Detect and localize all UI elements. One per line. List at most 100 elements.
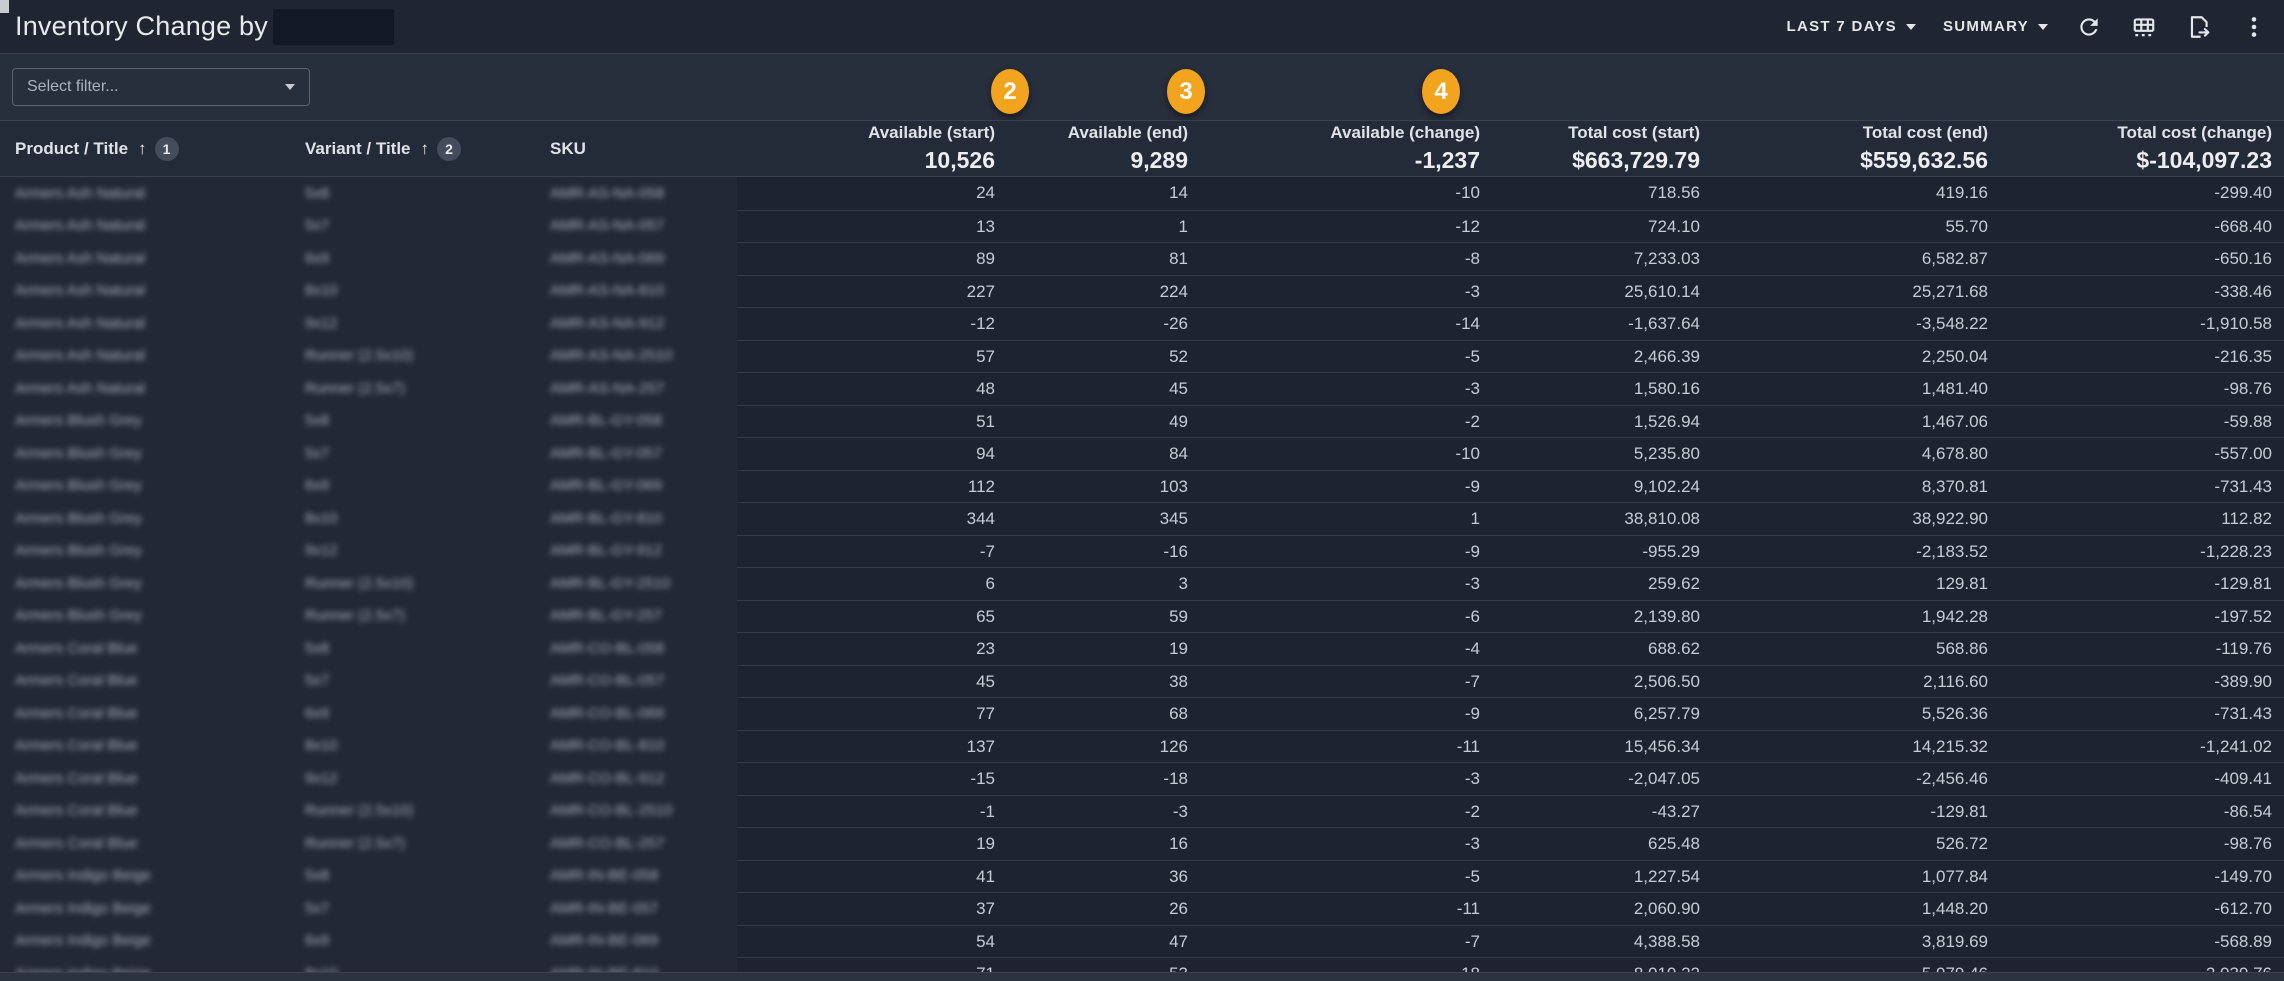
product-cell: Armers Blush Grey [0,600,290,633]
summary-total-cost-end: $559,632.56 [1860,147,1988,173]
available-start-cell: 71 [737,957,1007,973]
product-cell: Armers Coral Blue [0,665,290,698]
available-start-cell: -1 [737,794,1007,829]
variant-cell: Runner (2.5x7) [290,600,535,633]
available-change-cell: -3 [1200,762,1492,796]
total-cost-start-cell: 7,233.03 [1492,242,1712,276]
variant-cell: 8x10 [290,957,535,973]
step-badge-4: 4 [1422,69,1460,114]
total-cost-start-cell: -1,637.64 [1492,307,1712,341]
filter-select[interactable]: Select filter... [12,68,310,106]
available-start-cell: -15 [737,762,1007,796]
product-cell: Armers Blush Grey [0,535,290,568]
available-change-cell: -18 [1200,957,1492,973]
refresh-button[interactable] [2075,13,2103,41]
available-change-cell: -3 [1200,372,1492,406]
variant-cell: 6x9 [290,697,535,730]
sku-cell: AMR-BL-GY-2510 [535,567,737,600]
available-start-cell: 137 [737,729,1007,764]
column-header-available-end[interactable]: Available (end) 9,289 [1067,123,1188,173]
variant-cell: Runner (2.5x7) [290,827,535,860]
total-cost-start-cell: 625.48 [1492,827,1712,861]
available-change-cell: -7 [1200,664,1492,699]
overflow-menu-button[interactable] [2240,13,2268,41]
column-header-variant[interactable]: Variant / Title ↑ 2 [290,121,535,176]
total-cost-start-cell: 724.10 [1492,209,1712,244]
total-cost-end-cell: 55.70 [1712,209,2000,244]
available-start-cell: 65 [737,599,1007,634]
variant-cell: 5x7 [290,892,535,925]
step-badge-3: 3 [1167,69,1205,114]
horizontal-scrollbar[interactable] [0,972,2284,981]
product-cell: Armers Blush Grey [0,567,290,600]
variant-cell: 5x8 [290,177,535,210]
table-header: Product / Title ↑ 1 Variant / Title ↑ 2 … [0,121,2284,177]
variant-cell: 5x7 [290,210,535,243]
total-cost-end-cell: 1,481.40 [1712,372,2000,406]
topbar: Inventory Change by Variant LAST 7 DAYS … [0,0,2284,54]
product-cell: Armers Coral Blue [0,697,290,730]
available-end-cell: -26 [1007,307,1200,341]
variant-cell: 6x9 [290,925,535,958]
available-start-cell: 344 [737,502,1007,536]
column-header-total-cost-change[interactable]: Total cost (change) $-104,097.23 [2117,123,2272,173]
date-range-button[interactable]: LAST 7 DAYS [1787,18,1916,35]
available-start-cell: 57 [737,339,1007,374]
variant-cell: 5x8 [290,860,535,893]
chevron-down-icon [2038,23,2048,30]
sku-cell: AMR-AS-NA-912 [535,307,737,340]
table-row: Armers Coral Blue 5x8 AMR-CO-BL-058 23 1… [0,632,2284,665]
available-end-cell: 26 [1007,892,1200,926]
available-change-cell: -14 [1200,307,1492,341]
total-cost-change-cell: -129.81 [2000,567,2284,601]
export-button[interactable] [2185,13,2213,41]
column-header-total-cost-end[interactable]: Total cost (end) $559,632.56 [1860,123,1988,173]
table-row: Armers Ash Natural 5x8 AMR-AS-NA-058 24 … [0,177,2284,210]
total-cost-start-cell: 5,235.80 [1492,437,1712,471]
table-view-button[interactable] [2130,13,2158,41]
sku-cell: AMR-BL-GY-069 [535,470,737,503]
column-header-total-cost-start[interactable]: Total cost (start) $663,729.79 [1568,123,1700,173]
available-end-cell: 126 [1007,729,1200,764]
table-row: Armers Ash Natural 8x10 AMR-AS-NA-810 22… [0,274,2284,308]
total-cost-change-cell: -59.88 [2000,404,2284,439]
available-start-cell: 41 [737,859,1007,894]
total-cost-end-cell: 2,116.60 [1712,664,2000,699]
sku-cell: AMR-IN-BE-069 [535,925,737,958]
total-cost-start-cell: 8,010.22 [1492,957,1712,973]
column-header-available-change[interactable]: Available (change) -1,237 [1330,123,1480,173]
sku-cell: AMR-BL-GY-257 [535,600,737,633]
total-cost-change-cell: -119.76 [2000,632,2284,666]
product-cell: Armers Ash Natural [0,275,290,308]
sku-cell: AMR-CO-BL-057 [535,665,737,698]
column-header-sku[interactable]: SKU [550,138,586,158]
sort-asc-icon: ↑ [138,138,147,158]
available-change-cell: -8 [1200,242,1492,276]
available-end-cell: 81 [1007,242,1200,276]
table-row: Armers Blush Grey Runner (2.5x10) AMR-BL… [0,567,2284,600]
column-header-available-start[interactable]: Available (start) 10,526 [868,123,995,173]
available-end-cell: 59 [1007,599,1200,634]
total-cost-start-cell: -2,047.05 [1492,762,1712,796]
total-cost-change-cell: -612.70 [2000,892,2284,926]
available-end-cell: 49 [1007,404,1200,439]
sku-cell: AMR-IN-BE-057 [535,892,737,925]
step-badge-2: 2 [991,69,1029,114]
total-cost-end-cell: 419.16 [1936,183,1988,203]
available-change-cell: -2 [1200,404,1492,439]
product-cell: Armers Blush Grey [0,405,290,438]
total-cost-end-cell: 3,819.69 [1712,924,2000,959]
view-mode-button[interactable]: SUMMARY [1943,18,2048,35]
variant-cell: 9x12 [290,535,535,568]
summary-total-cost-change: $-104,097.23 [2136,147,2272,173]
available-start-cell: 45 [737,664,1007,699]
available-end-cell: 1 [1007,209,1200,244]
variant-cell: 5x7 [290,665,535,698]
table-row: Armers Coral Blue Runner (2.5x7) AMR-CO-… [0,827,2284,860]
sku-cell: AMR-AS-NA-257 [535,372,737,405]
overflow-menu-icon [2251,16,2257,37]
variant-cell: Runner (2.5x7) [290,372,535,405]
variant-cell: 5x8 [290,632,535,665]
column-header-product[interactable]: Product / Title ↑ 1 [0,121,290,176]
product-cell: Armers Indigo Beige [0,957,290,973]
